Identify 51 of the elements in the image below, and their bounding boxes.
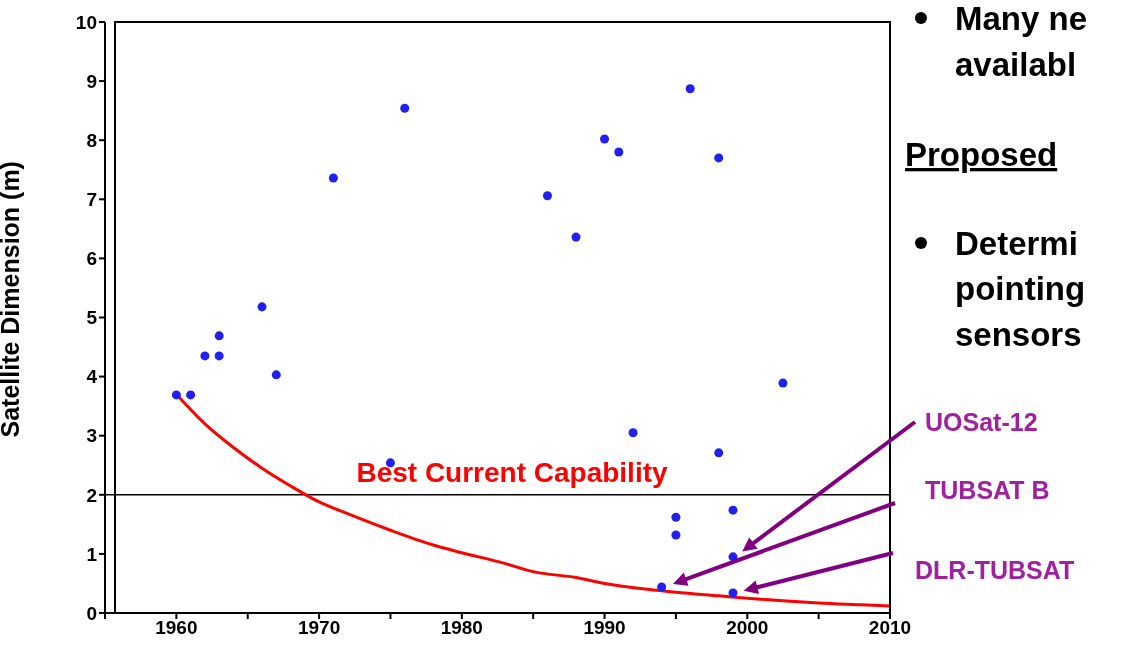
x-tick-label: 1990: [583, 617, 626, 639]
point: [400, 103, 410, 113]
text: sensors: [955, 316, 1082, 353]
point: [257, 302, 267, 312]
point: [214, 331, 224, 341]
y-tick-label: 1: [86, 543, 98, 565]
point: [600, 134, 610, 144]
y-tick-label: 4: [86, 366, 98, 388]
point: [171, 390, 181, 400]
point: [328, 173, 338, 183]
y-tick-label: 10: [75, 11, 97, 33]
x-tick-label: 2010: [868, 617, 912, 639]
y-tick-label: 2: [86, 484, 97, 506]
y-tick-label: 6: [86, 248, 97, 270]
y-axis-title: Satellite Dimension (m): [0, 161, 24, 438]
point: [214, 351, 224, 361]
point: [657, 582, 667, 592]
x-tick-label: 1960: [155, 617, 198, 639]
y-tick-label: 0: [86, 602, 97, 624]
y-tick-label: 9: [86, 70, 97, 92]
point: [671, 512, 681, 522]
point: [714, 448, 724, 458]
point: [614, 147, 624, 157]
text: Determi: [955, 225, 1078, 262]
point: [685, 84, 695, 94]
text: pointing: [955, 270, 1086, 307]
point: [628, 428, 638, 438]
point: [542, 191, 552, 201]
point: [728, 588, 738, 598]
text: Many ne: [955, 0, 1088, 37]
text: availabl: [955, 46, 1077, 83]
y-tick-label: 7: [86, 189, 97, 211]
x-tick-label: 1970: [297, 617, 341, 639]
point: [778, 378, 788, 388]
point: [728, 505, 738, 515]
x-tick-label: 2000: [726, 617, 769, 639]
point: [571, 232, 581, 242]
point: [186, 390, 196, 400]
text: TUBSAT B: [925, 476, 1050, 504]
y-tick-label: 5: [86, 307, 98, 329]
y-tick-label: 8: [86, 129, 97, 151]
text: DLR-TUBSAT: [915, 556, 1075, 584]
series-label: Best Current Capability: [356, 457, 669, 488]
point: [271, 370, 281, 380]
point: [671, 530, 681, 540]
text: UOSat-12: [925, 408, 1038, 436]
text: Proposed: [905, 136, 1058, 173]
point: [714, 153, 724, 163]
point: [200, 351, 210, 361]
x-tick-label: 1980: [440, 617, 483, 639]
y-tick-label: 3: [86, 425, 97, 447]
